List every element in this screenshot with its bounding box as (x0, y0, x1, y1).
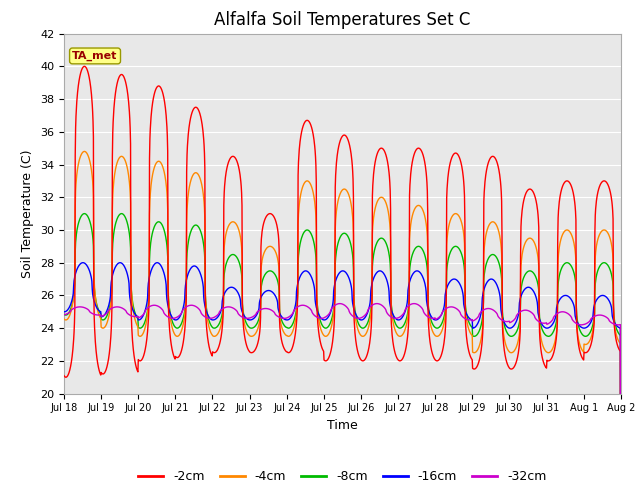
Legend: -2cm, -4cm, -8cm, -16cm, -32cm: -2cm, -4cm, -8cm, -16cm, -32cm (133, 465, 552, 480)
Y-axis label: Soil Temperature (C): Soil Temperature (C) (22, 149, 35, 278)
X-axis label: Time: Time (327, 419, 358, 432)
Text: TA_met: TA_met (72, 51, 118, 61)
Title: Alfalfa Soil Temperatures Set C: Alfalfa Soil Temperatures Set C (214, 11, 470, 29)
